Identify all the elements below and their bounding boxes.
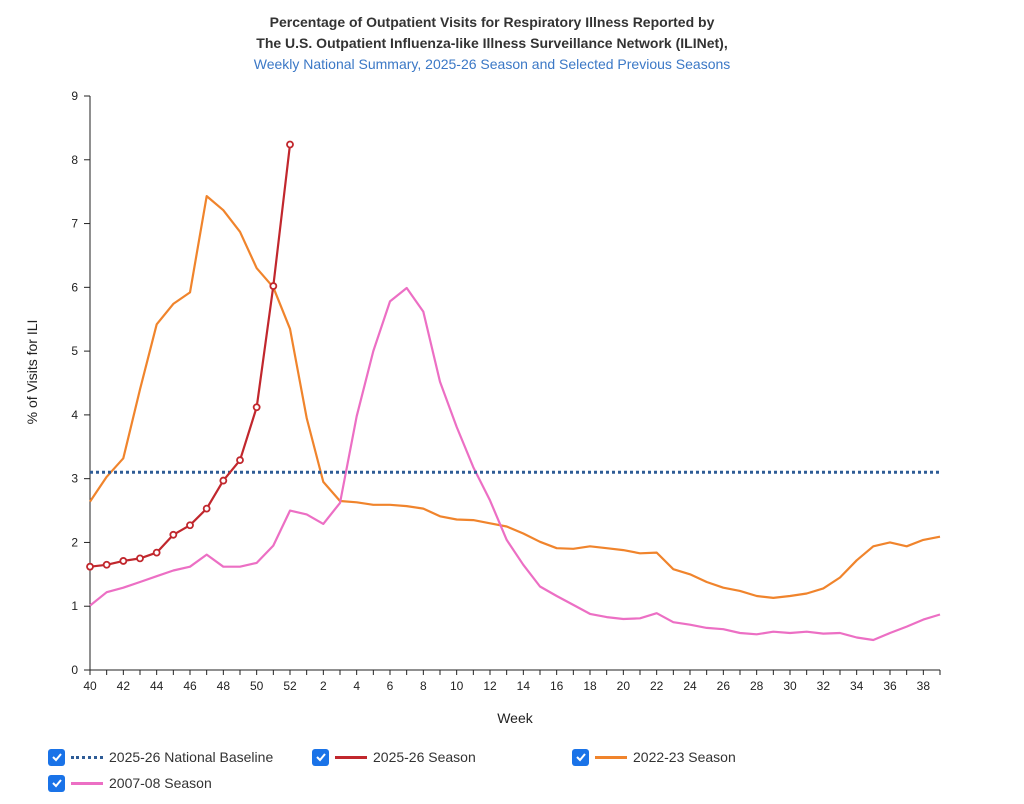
check-icon [51,753,62,762]
x-tick-label: 42 [117,679,131,693]
x-tick-label: 48 [217,679,231,693]
x-tick-label: 40 [83,679,97,693]
x-tick-label: 18 [583,679,597,693]
y-tick-label: 8 [71,153,78,167]
y-tick-label: 2 [71,535,78,549]
y-tick-label: 4 [71,408,78,422]
legend-swatch-2025-26 [335,755,367,759]
x-tick-label: 26 [717,679,731,693]
x-tick-label: 32 [817,679,831,693]
x-tick-label: 16 [550,679,564,693]
data-point-2025-26-season[interactable] [186,521,194,530]
check-icon [315,753,326,762]
y-tick-label: 3 [71,472,78,486]
x-tick-label: 10 [450,679,464,693]
chart-subtitle: Weekly National Summary, 2025-26 Season … [253,56,731,72]
check-icon [575,753,586,762]
x-tick-label: 38 [917,679,931,693]
legend-item-baseline[interactable]: 2025-26 National Baseline [48,744,273,770]
x-tick-label: 22 [650,679,664,693]
data-point-2025-26-season[interactable] [102,560,111,569]
x-tick-label: 12 [483,679,497,693]
x-tick-label: 34 [850,679,864,693]
data-point-2025-26-season[interactable] [86,562,94,571]
x-tick-label: 2 [320,679,327,693]
legend-item-2022-23[interactable]: 2022-23 Season [572,744,736,770]
data-point-2025-26-season[interactable] [136,554,144,563]
y-tick-label: 1 [71,599,78,613]
legend-item-2025-26[interactable]: 2025-26 Season [312,744,476,770]
series-line-2025-26-season [89,144,292,568]
chart-title-line2: The U.S. Outpatient Influenza-like Illne… [256,35,728,51]
legend-label-2025-26: 2025-26 Season [373,749,476,765]
legend-checkbox-baseline[interactable] [48,748,65,766]
check-icon [51,779,62,788]
data-point-2025-26-season[interactable] [252,403,261,412]
x-tick-label: 50 [250,679,264,693]
legend-item-2007-08[interactable]: 2007-08 Season [48,770,212,796]
x-tick-label: 20 [617,679,631,693]
legend-label-2022-23: 2022-23 Season [633,749,736,765]
x-tick-label: 28 [750,679,764,693]
x-tick-label: 46 [183,679,197,693]
legend-swatch-baseline [71,755,103,759]
legend-checkbox-2025-26[interactable] [312,748,329,766]
chart-title-line1: Percentage of Outpatient Visits for Resp… [269,14,715,30]
y-tick-label: 5 [71,344,78,358]
data-point-2025-26-season[interactable] [169,530,178,539]
series-line-2022-23-season [89,195,941,600]
legend-checkbox-2007-08[interactable] [48,774,65,792]
x-tick-label: 24 [683,679,697,693]
x-tick-label: 4 [353,679,360,693]
legend-checkbox-2022-23[interactable] [572,748,589,766]
x-tick-label: 52 [283,679,297,693]
y-tick-label: 6 [71,280,78,294]
legend-swatch-2007-08 [71,781,103,785]
legend-label-2007-08: 2007-08 Season [109,775,212,791]
y-tick-label: 0 [71,663,78,677]
x-tick-label: 36 [883,679,897,693]
series-line-2007-08-season [89,286,941,642]
y-axis-label: % of Visits for ILI [24,320,40,425]
data-point-2025-26-season[interactable] [236,456,244,465]
data-point-2025-26-season[interactable] [119,557,128,565]
x-tick-label: 8 [420,679,427,693]
legend: 2025-26 National Baseline 2025-26 Season… [48,744,988,800]
data-point-2025-26-season[interactable] [202,504,211,513]
x-tick-label: 30 [783,679,797,693]
chart-title-block: Percentage of Outpatient Visits for Resp… [0,12,984,75]
x-axis-label: Week [497,710,534,726]
y-tick-label: 9 [71,89,78,103]
y-tick-label: 7 [71,217,78,231]
x-tick-label: 6 [387,679,394,693]
data-point-2025-26-season[interactable] [269,282,278,290]
data-point-2025-26-season[interactable] [286,140,294,149]
legend-label-baseline: 2025-26 National Baseline [109,749,274,765]
legend-swatch-2022-23 [595,755,627,759]
x-tick-label: 44 [150,679,164,693]
data-point-2025-26-season[interactable] [152,548,161,557]
data-point-2025-26-season[interactable] [219,476,228,485]
x-tick-label: 14 [517,679,531,693]
series-layer [86,140,941,642]
